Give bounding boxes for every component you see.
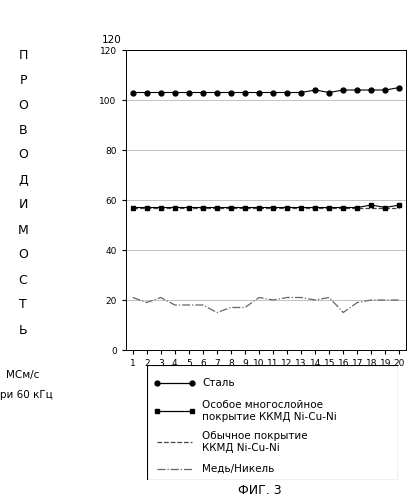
Text: при 60 кГц: при 60 кГц (0, 390, 53, 400)
Text: Обычное покрытие
ККМД Ni-Cu-Ni: Обычное покрытие ККМД Ni-Cu-Ni (202, 431, 308, 453)
Text: Ь: Ь (19, 324, 27, 336)
Text: В: В (19, 124, 27, 136)
Text: Медь/Никель: Медь/Никель (202, 464, 274, 473)
Text: С: С (19, 274, 27, 286)
Text: Сталь: Сталь (202, 378, 235, 388)
Text: Д: Д (18, 174, 28, 186)
Text: И: И (18, 198, 28, 211)
Text: 120: 120 (102, 35, 122, 45)
Text: О: О (18, 148, 28, 162)
Text: МСм/с: МСм/с (6, 370, 40, 380)
Text: О: О (18, 98, 28, 112)
Text: Т: Т (19, 298, 27, 312)
Text: О: О (18, 248, 28, 262)
Text: Особое многослойное
покрытие ККМД Ni-Cu-Ni: Особое многослойное покрытие ККМД Ni-Cu-… (202, 400, 337, 422)
Text: ФИГ. 3: ФИГ. 3 (238, 484, 282, 498)
Text: М: М (18, 224, 28, 236)
Text: П: П (18, 48, 28, 62)
FancyBboxPatch shape (147, 365, 398, 480)
Text: Р: Р (19, 74, 27, 86)
